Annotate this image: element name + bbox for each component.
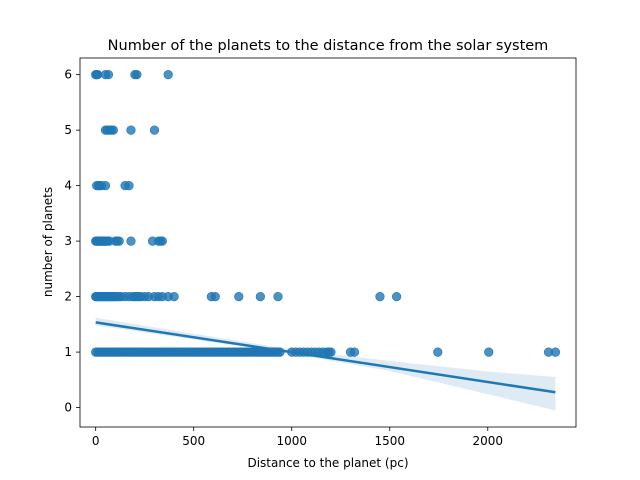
- y-tick-label: 5: [64, 123, 72, 137]
- confidence-band: [95, 317, 556, 411]
- data-point: [550, 347, 561, 357]
- x-tick-label: 1000: [276, 434, 307, 448]
- data-point: [126, 236, 136, 246]
- regression-line: [95, 321, 556, 394]
- data-point: [484, 347, 494, 357]
- y-tick-label: 4: [64, 179, 72, 193]
- y-tick-label: 2: [64, 290, 72, 304]
- data-point: [126, 125, 136, 135]
- data-point: [163, 70, 173, 80]
- data-point: [234, 292, 244, 302]
- x-tick-label: 500: [182, 434, 205, 448]
- axes-frame: [79, 57, 577, 428]
- data-point: [255, 292, 265, 302]
- data-point: [108, 125, 118, 135]
- y-tick-label: 1: [64, 345, 72, 359]
- data-point: [326, 347, 336, 357]
- y-tick-label: 6: [64, 68, 72, 82]
- y-tick-label: 3: [64, 234, 72, 248]
- x-axis-label: Distance to the planet (pc): [247, 456, 408, 470]
- x-tick-label: 1500: [374, 434, 405, 448]
- data-point: [433, 347, 443, 357]
- data-point: [103, 70, 114, 80]
- data-point: [210, 292, 220, 302]
- data-point: [169, 292, 179, 302]
- x-tick-label: 2000: [473, 434, 504, 448]
- x-tick-label: 0: [92, 434, 100, 448]
- data-point: [100, 181, 111, 191]
- data-point: [273, 292, 283, 302]
- data-point: [114, 236, 124, 246]
- y-axis-label: number of planets: [41, 187, 55, 297]
- data-point: [124, 181, 134, 191]
- data-point: [375, 292, 385, 302]
- y-tick-label: 0: [64, 401, 72, 415]
- data-point: [149, 125, 160, 135]
- chart-title: Number of the planets to the distance fr…: [108, 38, 549, 54]
- data-point: [132, 70, 142, 80]
- x-axis-ticks: 0 500 1000 1500 2000: [92, 427, 503, 448]
- data-point: [349, 347, 360, 357]
- data-point: [392, 292, 402, 302]
- data-point: [93, 70, 103, 80]
- data-point: [157, 236, 167, 246]
- plot-area: [91, 70, 561, 411]
- y-axis-ticks: 0 1 2 3 4 5 6: [64, 68, 80, 415]
